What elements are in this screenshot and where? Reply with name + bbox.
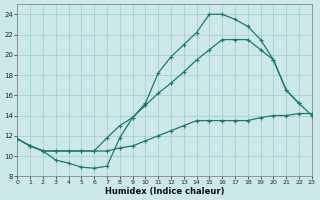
X-axis label: Humidex (Indice chaleur): Humidex (Indice chaleur) <box>105 187 224 196</box>
